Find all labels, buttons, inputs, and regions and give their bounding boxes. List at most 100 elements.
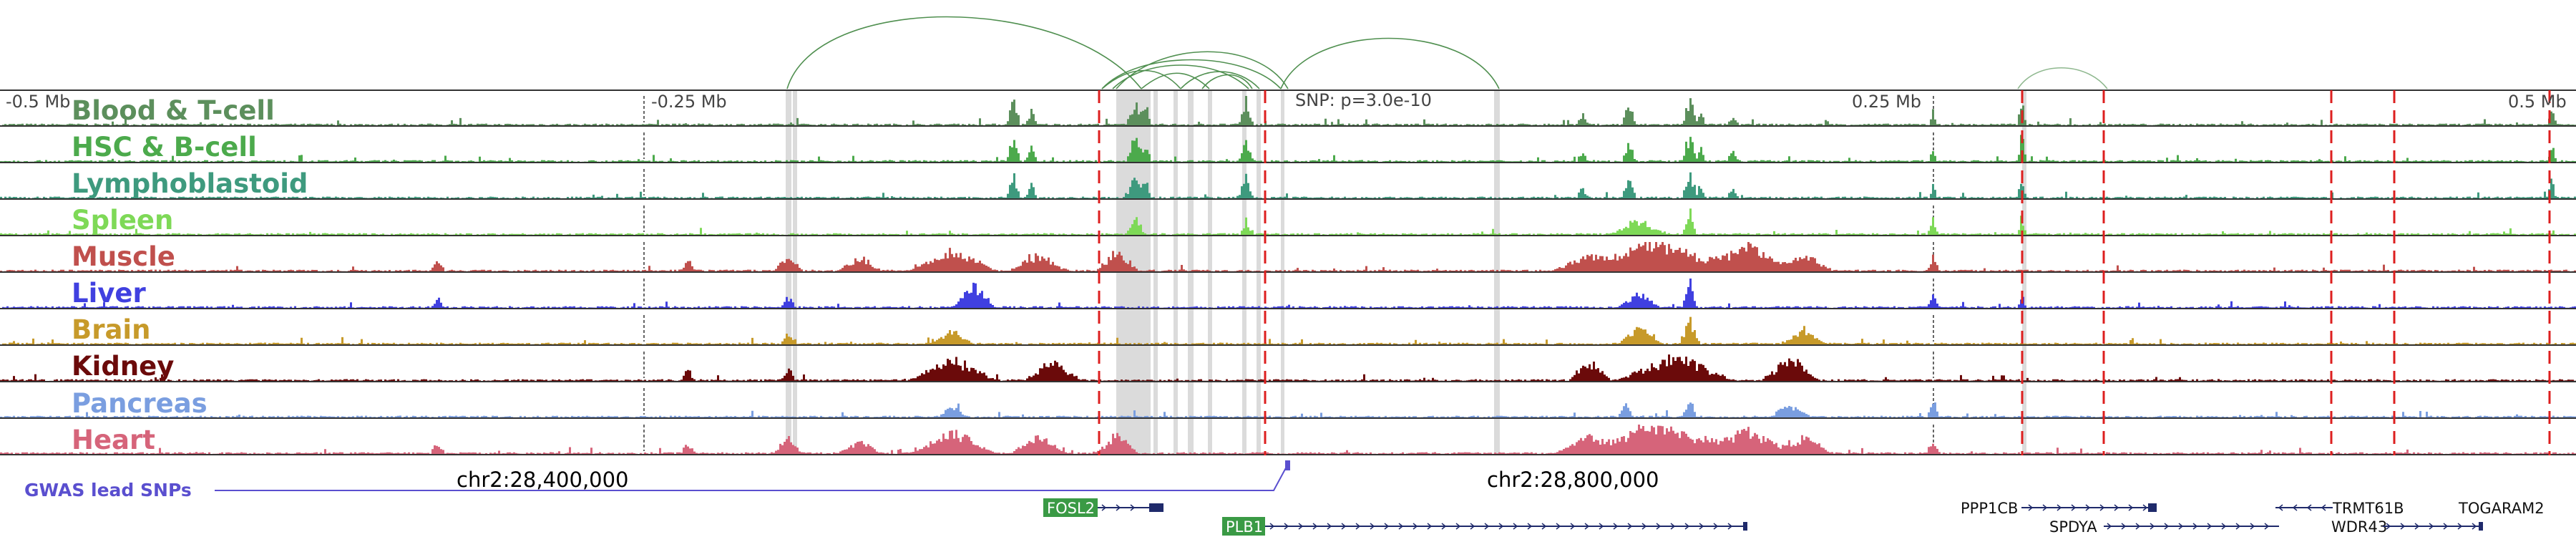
strand-arrow <box>2278 504 2283 511</box>
strand-arrow <box>1513 523 1518 530</box>
axis-label: -0.25 Mb <box>651 92 727 112</box>
gene-togaram2: TOGARAM2 <box>2458 500 2545 517</box>
strand-arrow <box>2221 523 2227 530</box>
gene-ppp1cb: PPP1CB <box>1961 500 2157 517</box>
signal-3 <box>0 208 2576 235</box>
strand-arrow <box>1656 523 1662 530</box>
gene-fosl2: FOSL2 <box>1043 498 1163 517</box>
strand-arrow <box>2192 523 2198 530</box>
axis-label: 0.5 Mb <box>2508 92 2567 112</box>
snp-pvalue-label: SNP: p=3.0e-10 <box>1295 90 1432 110</box>
signal-1 <box>0 135 2576 162</box>
strand-arrow <box>1384 523 1390 530</box>
strand-arrow <box>2457 523 2463 530</box>
axis-label: -0.5 Mb <box>6 92 70 112</box>
track-label: Liver <box>72 278 146 309</box>
loop-arc <box>1112 64 1249 90</box>
strand-arrow <box>1670 523 1676 530</box>
strand-arrow <box>2085 504 2091 511</box>
signal-7 <box>0 354 2576 381</box>
gwas-snp-marker <box>1285 460 1290 470</box>
strand-arrow <box>1130 504 1136 511</box>
strand-arrow <box>1727 523 1733 530</box>
strand-arrow <box>1298 523 1304 530</box>
gene-wdr43: WDR43 <box>2331 518 2483 536</box>
coordinate-label: chr2:28,400,000 <box>457 468 629 492</box>
track-label: Lymphoblastoid <box>72 168 308 199</box>
interaction-arcs <box>786 16 2108 90</box>
gwas-label: GWAS lead SNPs <box>24 480 192 500</box>
strand-arrow <box>1599 523 1604 530</box>
track-labels: Blood & T-cell HSC & B-cell Lymphoblasto… <box>72 95 308 455</box>
signal-6 <box>0 316 2576 344</box>
track-label: Blood & T-cell <box>72 95 275 126</box>
signal-tracks <box>0 96 2576 454</box>
track-label: Muscle <box>72 241 175 272</box>
strand-arrow <box>1455 523 1461 530</box>
strand-arrow <box>2306 504 2312 511</box>
strand-arrow <box>1541 523 1547 530</box>
track-label: Heart <box>72 425 155 455</box>
gene-trmt61b: TRMT61B <box>2275 500 2404 517</box>
strand-arrow <box>1413 523 1418 530</box>
loop-arc <box>1280 37 1500 90</box>
strand-arrow <box>1441 523 1447 530</box>
strand-arrow <box>2400 523 2406 530</box>
strand-arrow <box>2150 523 2155 530</box>
strand-arrow <box>2028 504 2034 511</box>
strand-arrow <box>1341 523 1347 530</box>
strand-arrow <box>2443 523 2449 530</box>
strand-arrow <box>2142 504 2148 511</box>
loop-arc <box>1141 72 1210 90</box>
strand-arrow <box>2128 504 2134 511</box>
axis-label: 0.25 Mb <box>1852 92 1921 112</box>
strand-arrow <box>2114 504 2119 511</box>
strand-arrow <box>2386 523 2391 530</box>
gene-label: TOGARAM2 <box>2458 500 2545 517</box>
strand-arrow <box>2292 504 2298 511</box>
strand-arrow <box>2099 504 2105 511</box>
strand-arrow <box>2121 523 2127 530</box>
strand-arrow <box>1116 504 1121 511</box>
strand-arrow <box>2164 523 2170 530</box>
strand-arrow <box>1284 523 1289 530</box>
signal-2 <box>0 172 2576 198</box>
strand-arrow <box>2235 523 2241 530</box>
strand-arrow <box>1355 523 1361 530</box>
track-label: Brain <box>72 314 150 345</box>
strand-arrow <box>1570 523 1576 530</box>
strand-arrow <box>1312 523 1318 530</box>
signal-4 <box>0 242 2576 271</box>
strand-arrow <box>1613 523 1619 530</box>
dashed-markers <box>1098 90 2551 455</box>
strand-arrow <box>1527 523 1533 530</box>
loop-arc <box>1101 69 1181 90</box>
loop-arc <box>1180 71 1260 90</box>
strand-arrow <box>2057 504 2062 511</box>
strand-arrow <box>1699 523 1704 530</box>
strand-arrow <box>1684 523 1690 530</box>
strand-arrow <box>1556 523 1561 530</box>
strand-arrow <box>1641 523 1647 530</box>
strand-arrow <box>2414 523 2420 530</box>
strand-arrow <box>2178 523 2184 530</box>
strand-arrow <box>1713 523 1719 530</box>
loop-arc <box>2017 67 2108 90</box>
strand-arrow <box>1269 523 1275 530</box>
signal-0 <box>0 96 2576 125</box>
strand-arrow <box>1627 523 1633 530</box>
gene-label: PLB1 <box>1226 518 1263 536</box>
strand-arrow <box>2321 504 2326 511</box>
strand-arrow <box>1327 523 1332 530</box>
gene-label: PPP1CB <box>1961 500 2018 517</box>
strand-arrow <box>1584 523 1590 530</box>
strand-arrow <box>2071 504 2077 511</box>
loop-arc <box>786 16 1142 90</box>
track-label: HSC & B-cell <box>72 132 257 163</box>
strand-arrow <box>2250 523 2255 530</box>
strand-arrow <box>2472 523 2477 530</box>
strand-arrow <box>2107 523 2112 530</box>
strand-arrow <box>1370 523 1375 530</box>
gwas-connector <box>215 463 1289 491</box>
track-label: Spleen <box>72 205 173 236</box>
